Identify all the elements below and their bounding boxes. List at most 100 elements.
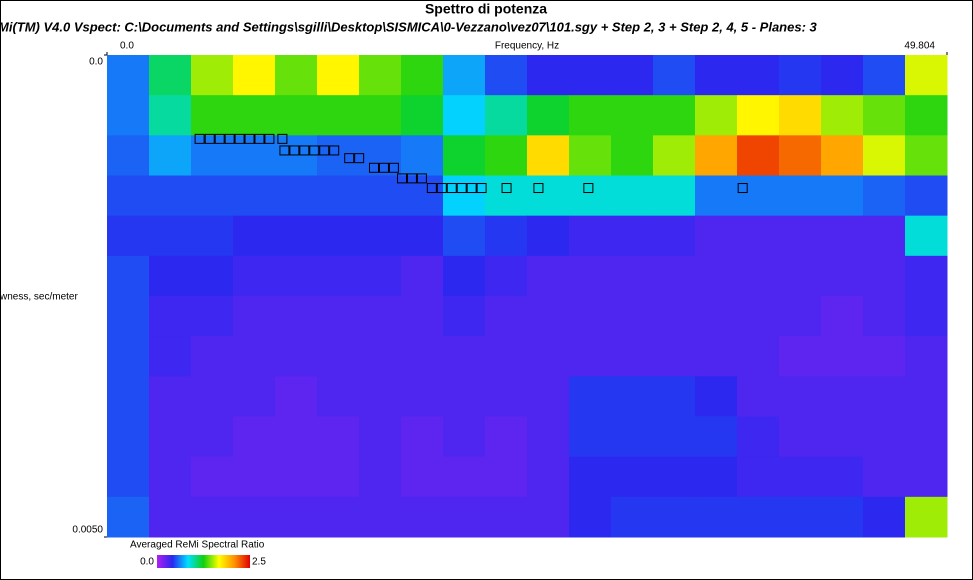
heatmap-cell (863, 255, 906, 297)
picked-point (289, 145, 300, 156)
heatmap-cell (107, 456, 150, 498)
heatmap-cell (653, 55, 696, 96)
heatmap-cell (107, 296, 150, 337)
heatmap-cell (107, 496, 150, 538)
heatmap-cell (695, 135, 738, 176)
heatmap-cell (569, 456, 612, 498)
heatmap-cell (485, 175, 528, 217)
heatmap-cell (695, 376, 738, 417)
heatmap-cell (107, 95, 150, 136)
heatmap-cell (863, 55, 906, 96)
heatmap-cell (737, 255, 780, 297)
heatmap-cell (905, 456, 948, 498)
heatmap-cell (359, 255, 402, 297)
heatmap-cell (863, 296, 906, 337)
heatmap-cell (317, 336, 360, 377)
heatmap-cell (191, 175, 234, 217)
heatmap-cell (905, 416, 948, 458)
heatmap-cell (275, 55, 318, 96)
picked-point (234, 133, 245, 144)
heatmap-cell (359, 456, 402, 498)
heatmap-cell (359, 95, 402, 136)
heatmap-cell (695, 456, 738, 498)
heatmap-cell (233, 456, 276, 498)
heatmap-cell (569, 496, 612, 538)
heatmap-cell (653, 496, 696, 538)
heatmap-cell (653, 416, 696, 458)
heatmap-cell (905, 255, 948, 297)
heatmap-cell (905, 95, 948, 136)
heatmap-cell (317, 95, 360, 136)
heatmap-cell (359, 416, 402, 458)
heatmap-cell (863, 456, 906, 498)
heatmap-cell (611, 296, 654, 337)
heatmap-cell (233, 296, 276, 337)
heatmap-cell (485, 376, 528, 417)
heatmap-cell (527, 496, 570, 538)
heatmap-cell (107, 416, 150, 458)
heatmap-cell (527, 336, 570, 377)
heatmap-cell (443, 336, 486, 377)
heatmap-cell (233, 55, 276, 96)
heatmap-cell (485, 255, 528, 297)
heatmap-cell (485, 95, 528, 136)
x-tick-label: 0.0 (120, 41, 134, 52)
picked-point (194, 133, 205, 144)
heatmap-cell (275, 255, 318, 297)
heatmap-cell (233, 95, 276, 136)
heatmap-cell (275, 215, 318, 257)
heatmap-cell (149, 55, 192, 96)
heatmap-cell (821, 296, 864, 337)
heatmap-cell (779, 376, 822, 417)
heatmap-cell (149, 376, 192, 417)
colorbar-title: Averaged ReMi Spectral Ratio (130, 540, 265, 551)
heatmap-cell (401, 135, 444, 176)
picked-point (388, 162, 399, 173)
heatmap-cell (821, 215, 864, 257)
heatmap-cell (359, 296, 402, 337)
heatmap-cell (527, 135, 570, 176)
heatmap-cell (779, 336, 822, 377)
x-tick-label: 49.804 (904, 41, 935, 52)
heatmap-cell (821, 376, 864, 417)
heatmap-cell (653, 456, 696, 498)
heatmap-cell (611, 95, 654, 136)
colorbar-tick-label: 2.5 (252, 557, 266, 568)
heatmap-cell (821, 175, 864, 217)
heatmap-cell (443, 95, 486, 136)
picked-point (279, 145, 290, 156)
heatmap-cell (317, 496, 360, 538)
heatmap-cell (317, 456, 360, 498)
heatmap-cell (569, 215, 612, 257)
heatmap-cell (695, 175, 738, 217)
heatmap-cell (527, 175, 570, 217)
chart-title: Spettro di potenza (425, 1, 547, 17)
heatmap-cell (191, 135, 234, 176)
heatmap-cell (317, 215, 360, 257)
heatmap-cell (863, 175, 906, 217)
picked-point (368, 162, 379, 173)
heatmap-cell (149, 336, 192, 377)
heatmap-cell (905, 215, 948, 257)
heatmap-cell (401, 376, 444, 417)
heatmap-cell (863, 135, 906, 176)
heatmap-cell (653, 296, 696, 337)
heatmap-cell (233, 416, 276, 458)
heatmap-cell (737, 55, 780, 96)
colorbar (157, 555, 250, 568)
heatmap-cell (401, 175, 444, 217)
heatmap-cell (443, 215, 486, 257)
heatmap-cell (443, 55, 486, 96)
heatmap-cell (821, 456, 864, 498)
picked-point (533, 183, 544, 194)
heatmap-cell (695, 95, 738, 136)
heatmap-cell (317, 296, 360, 337)
picked-point (456, 183, 467, 194)
picked-point (446, 183, 457, 194)
heatmap-cell (569, 376, 612, 417)
heatmap-cell (191, 376, 234, 417)
heatmap-cell (401, 416, 444, 458)
heatmap-cell (485, 416, 528, 458)
heatmap-cell (359, 376, 402, 417)
heatmap-cell (821, 336, 864, 377)
